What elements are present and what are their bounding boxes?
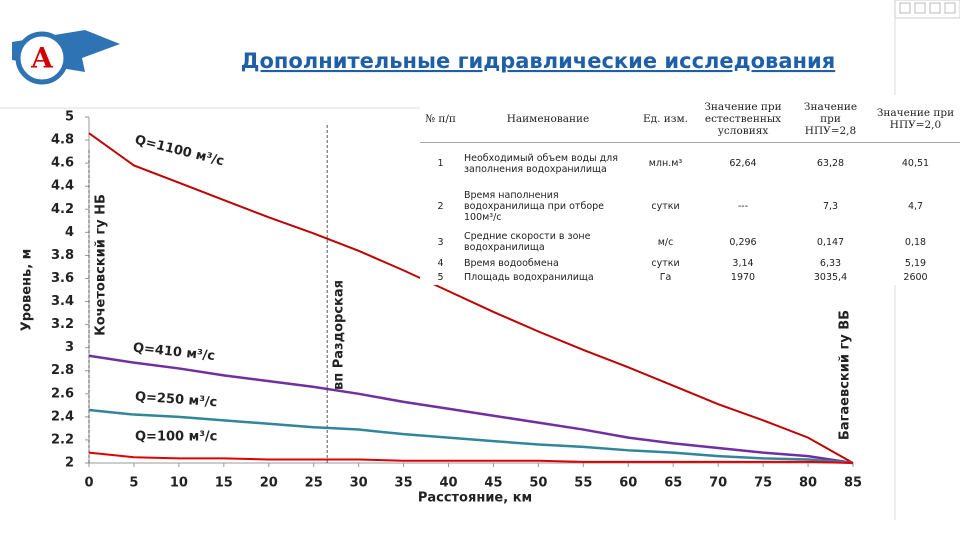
table-cell: 3 (420, 227, 461, 257)
table-row: 3 Средние скорости в зоне водохранилища м/… (420, 227, 960, 257)
table-cell: 1 (420, 142, 461, 185)
table-cell: Время наполнения водохранилища при отбор… (460, 184, 636, 228)
table-header-cell: Наименование (460, 95, 636, 143)
y-tick-label: 4.8 (51, 133, 74, 148)
y-tick-label: 3.4 (51, 294, 74, 309)
annotation: Багаевский гу ВБ (838, 310, 853, 440)
table-cell: 4 (420, 256, 461, 271)
x-tick-label: 10 (170, 476, 188, 491)
x-tick-label: 65 (664, 476, 682, 491)
table-row: 1 Необходимый объем воды для заполнения в… (420, 142, 960, 185)
table-cell: 0,147 (790, 227, 871, 257)
table-cell: Время водообмена (460, 256, 636, 271)
data-table: № п/п Наименование Ед. изм. Значение при ес… (420, 95, 960, 285)
table-cell: 3035,4 (790, 270, 871, 285)
table-cell: 62,64 (695, 142, 791, 185)
table-cell: Площадь водохранилища (460, 270, 636, 285)
x-tick-label: 55 (574, 476, 592, 491)
x-tick-label: 45 (484, 476, 502, 491)
table-header-cell: Ед. изм. (635, 95, 696, 143)
x-tick-label: 30 (350, 476, 368, 491)
table-header-cell: Значение при НПУ=2,8 (790, 95, 871, 143)
table-cell: 1970 (695, 270, 791, 285)
table-cell: Средние скорости в зоне водохранилища (460, 227, 636, 257)
table-cell: сутки (635, 184, 696, 228)
table-cell: Необходимый объем воды для заполнения во… (460, 142, 636, 185)
series-line (88, 354, 854, 465)
x-tick-label: 85 (844, 476, 862, 491)
y-tick-label: 2.2 (51, 432, 74, 447)
x-tick-label: 75 (754, 476, 772, 491)
table-cell: 6,33 (790, 256, 871, 271)
table-cell: 5 (420, 270, 461, 285)
table-cell: 0,296 (695, 227, 791, 257)
y-tick-label: 3.8 (51, 248, 74, 263)
table-cell: 63,28 (790, 142, 871, 185)
y-tick-label: 3 (65, 340, 74, 355)
y-tick-label: 4 (65, 225, 74, 240)
annotation: вп Раздорская (332, 280, 347, 390)
x-tick-label: 20 (260, 476, 278, 491)
x-tick-label: 60 (619, 476, 637, 491)
table-cell: 2600 (870, 270, 960, 285)
title: Дополнительные гидравлические исследован… (241, 49, 835, 73)
y-tick-label: 2.8 (51, 363, 74, 378)
table-cell: --- (695, 184, 791, 228)
table-header-cell: Значение при НПУ=2,0 (870, 95, 960, 143)
table-header-cell: № п/п (420, 95, 461, 143)
series-line (88, 451, 854, 464)
table-cell: 5,19 (870, 256, 960, 271)
y-tick-label: 2.6 (51, 386, 74, 401)
series-line (88, 132, 854, 464)
y-tick-label: 3.2 (51, 317, 74, 332)
series-label: Q=1100 м³/с (133, 133, 225, 170)
y-axis-label: Уровень, м (20, 249, 35, 332)
x-tick-label: 80 (799, 476, 817, 491)
x-tick-label: 5 (129, 476, 138, 491)
table-cell: Га (635, 270, 696, 285)
x-tick-label: 0 (84, 476, 93, 491)
table-cell: 7,3 (790, 184, 871, 228)
table-header-cell: Значение при естественных условиях (695, 95, 791, 143)
table-row: 4 Время водообмена сутки 3,14 6,33 5,19 (420, 256, 960, 271)
y-tick-label: 5 (65, 110, 74, 125)
y-tick-label: 3.6 (51, 271, 74, 286)
x-tick-label: 15 (215, 476, 233, 491)
series-label: Q=250 м³/с (134, 390, 217, 411)
y-tick-label: 4.2 (51, 202, 74, 217)
table-row: 5 Площадь водохранилища Га 1970 3035,4 2600 (420, 270, 960, 285)
table-cell: 2 (420, 184, 461, 228)
x-tick-label: 35 (395, 476, 413, 491)
logo: A (12, 30, 120, 85)
x-tick-label: 40 (439, 476, 457, 491)
y-tick-label: 4.4 (51, 179, 74, 194)
table-cell: млн.м³ (635, 142, 696, 185)
table-cell: 0,18 (870, 227, 960, 257)
table-cell: 3,14 (695, 256, 791, 271)
series-line (88, 408, 854, 465)
y-tick-label: 4.6 (51, 156, 74, 171)
table-row: 2 Время наполнения водохранилища при отбо… (420, 184, 960, 228)
table-cell: 4,7 (870, 184, 960, 228)
table-cell: сутки (635, 256, 696, 271)
annotation: Кочетовский гу НБ (94, 194, 109, 336)
series-label: Q=410 м³/с (132, 341, 216, 365)
y-tick-label: 2.4 (51, 409, 74, 424)
y-tick-label: 2 (65, 456, 74, 471)
table-cell: 40,51 (870, 142, 960, 185)
series-label: Q=100 м³/с (135, 430, 217, 445)
x-tick-label: 50 (529, 476, 547, 491)
table-cell: м/с (635, 227, 696, 257)
x-axis-label: Расстояние, км (418, 491, 532, 506)
x-tick-label: 25 (305, 476, 323, 491)
svg-text:A: A (30, 42, 54, 75)
x-tick-label: 70 (709, 476, 727, 491)
